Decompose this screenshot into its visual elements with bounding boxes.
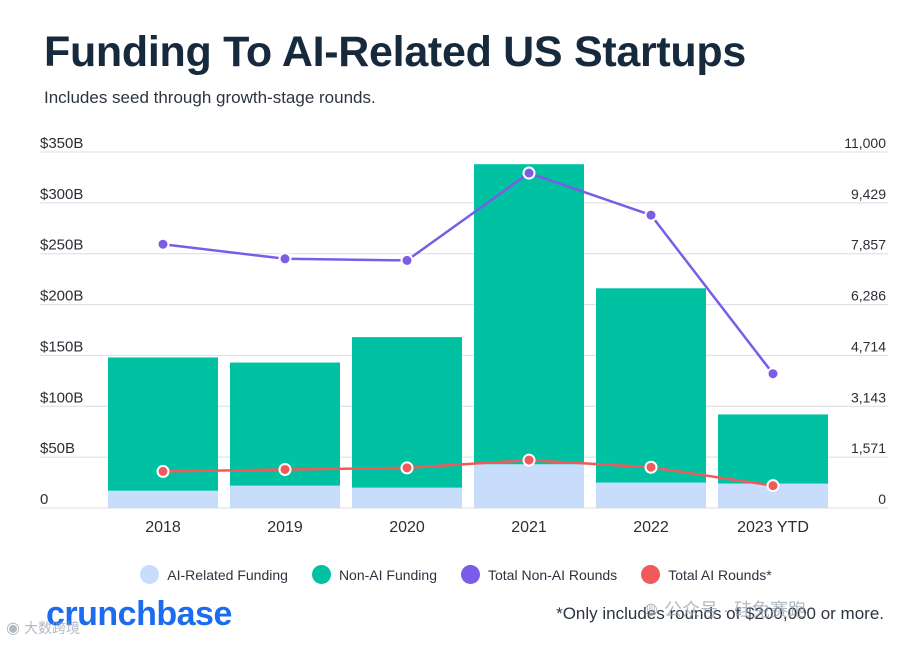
chart-subtitle: Includes seed through growth-stage round…	[44, 88, 376, 107]
left-axis-tick: $300B	[40, 186, 83, 203]
right-axis-tick: 3,143	[851, 389, 886, 405]
bar-non-ai-funding	[718, 414, 828, 484]
bar-ai-related-funding	[596, 482, 706, 508]
page-title: Funding To AI-Related US Startups	[44, 28, 746, 76]
legend-label: Total AI Rounds*	[668, 566, 772, 583]
point-total-ai-rounds	[644, 460, 658, 474]
legend: AI-Related Funding Non-AI Funding Total …	[0, 565, 912, 584]
bar-ai-related-funding	[352, 487, 462, 508]
point-total-ai-rounds	[400, 461, 414, 475]
right-axis-ticks: 11,000 9,429 7,857 6,286 4,714 3,143 1,571 0	[844, 135, 886, 507]
point-total-ai-rounds	[278, 462, 292, 476]
left-axis-tick: $150B	[40, 338, 83, 355]
weibo-icon: ◉	[6, 620, 20, 637]
right-axis-tick: 0	[878, 491, 886, 507]
category-label: 2021	[511, 519, 547, 536]
point-total-non-ai-rounds	[644, 208, 658, 222]
bar-non-ai-funding	[596, 288, 706, 483]
point-total-non-ai-rounds	[156, 237, 170, 251]
legend-swatch	[641, 565, 661, 584]
right-axis-tick: 7,857	[851, 237, 886, 253]
point-total-non-ai-rounds	[522, 166, 536, 180]
legend-swatch	[311, 565, 331, 584]
legend-label: Total Non-AI Rounds	[488, 566, 618, 583]
category-label: 2019	[267, 519, 303, 536]
series-lines	[162, 171, 774, 487]
line-total-non-ai-rounds	[162, 171, 774, 375]
point-total-ai-rounds	[156, 464, 170, 478]
bar-ai-related-funding	[230, 485, 340, 508]
point-total-non-ai-rounds	[278, 252, 292, 266]
left-axis-tick: $250B	[40, 237, 83, 254]
legend-swatch	[140, 565, 160, 584]
category-labels: 2018 2019 2020 2021 2022 2023 YTD	[145, 519, 809, 536]
crunchbase-logo: crunchbase	[46, 595, 232, 633]
bar-non-ai-funding	[474, 164, 584, 465]
legend-item-non-ai-funding: Non-AI Funding	[311, 565, 437, 584]
bars	[108, 164, 828, 508]
bar-ai-related-funding	[474, 464, 584, 508]
bar-ai-related-funding	[108, 490, 218, 508]
category-label: 2023 YTD	[737, 519, 809, 536]
watermark-wechat: ◍ 公众号 · 硅兔赛跑	[644, 596, 806, 622]
right-axis-tick: 6,286	[851, 288, 886, 304]
point-total-ai-rounds	[766, 479, 780, 493]
left-axis-ticks: $350B $300B $250B $200B $150B $100B $50B 0	[40, 135, 83, 508]
chart: $350B $300B $250B $200B $150B $100B $50B 0 11,0…	[40, 135, 888, 536]
point-total-non-ai-rounds	[400, 253, 414, 267]
watermark-text: 大数跨境	[23, 620, 80, 636]
right-axis-tick: 11,000	[844, 135, 886, 151]
category-label: 2020	[389, 519, 425, 536]
watermark-text: 公众号 · 硅兔赛跑	[663, 600, 806, 620]
footnote: *Only includes rounds of $200,000 or mor…	[556, 604, 884, 623]
wechat-icon: ◍	[644, 601, 658, 618]
left-axis-tick: 0	[40, 491, 48, 508]
right-axis-tick: 4,714	[851, 338, 886, 354]
left-axis-tick: $200B	[40, 288, 83, 305]
category-label: 2022	[633, 519, 669, 536]
legend-item-ai-rounds: Total AI Rounds*	[641, 565, 772, 584]
watermark-weibo: ◉ 大数跨境	[6, 618, 80, 638]
right-axis-tick: 9,429	[851, 186, 886, 202]
line-total-ai-rounds	[162, 458, 774, 487]
point-total-non-ai-rounds	[766, 367, 780, 381]
legend-item-non-ai-rounds: Total Non-AI Rounds	[461, 565, 617, 584]
category-label: 2018	[145, 519, 181, 536]
left-axis-tick: $50B	[40, 440, 75, 457]
left-axis-tick: $350B	[40, 135, 83, 152]
series-points	[156, 166, 780, 493]
legend-label: Non-AI Funding	[338, 566, 437, 583]
point-total-ai-rounds	[522, 453, 536, 467]
legend-label: AI-Related Funding	[167, 566, 288, 583]
left-axis-tick: $100B	[40, 389, 83, 406]
legend-swatch	[461, 565, 480, 584]
right-axis-tick: 1,571	[851, 440, 886, 456]
legend-item-ai-funding: AI-Related Funding	[140, 565, 288, 584]
